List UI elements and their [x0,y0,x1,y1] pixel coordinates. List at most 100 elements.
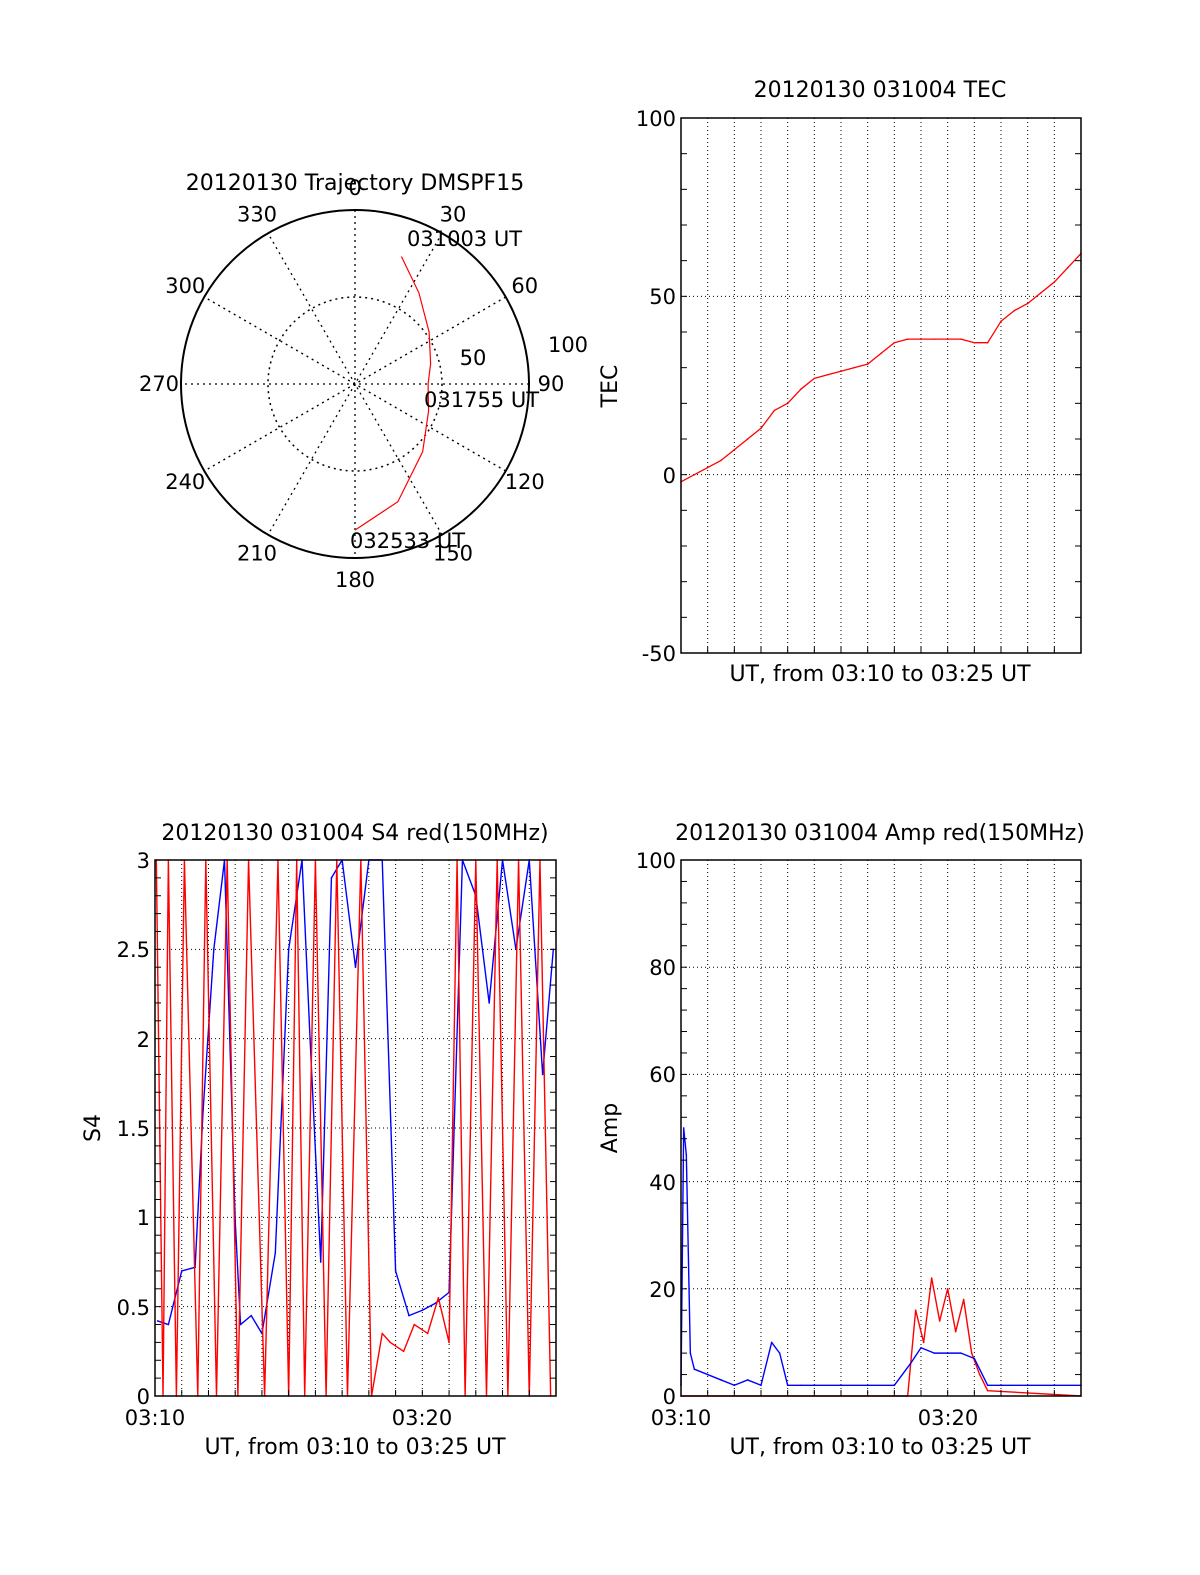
azimuth-label-180: 180 [335,568,375,592]
amp-ticks [681,859,1081,1397]
amp-point-1-13 [800,1384,802,1387]
tec-xlabel: UT, from 03:10 to 03:25 UT [729,662,1031,687]
azimuth-label-60: 60 [511,274,538,298]
s4-point-0-22 [408,1314,410,1317]
azimuth-label-330: 330 [237,202,277,226]
amp-point-1-4 [693,1368,696,1370]
s4-ytick-0: 0 [137,1385,150,1409]
s4-title: 20120130 031004 S4 red(150MHz) [161,821,548,846]
amp-point-1-23 [973,1357,976,1360]
tec-ytick-neg50: -50 [642,642,676,666]
s4-point-0-2 [180,1270,183,1272]
s4-xtick-0310: 03:10 [125,1406,186,1430]
tec-ylabel: TEC [598,365,623,409]
s4-grid [155,860,556,1396]
tec-ytick-100: 100 [636,107,676,131]
amp-ytick-100: 100 [636,849,676,873]
amp-point-0-9 [970,1352,973,1354]
tec-ytick-0: 0 [663,464,676,488]
polar-spokes [181,210,529,558]
tec-point-0-18 [920,338,922,340]
amp-point-1-7 [733,1384,736,1387]
amp-point-1-19 [920,1346,922,1349]
tec-ytick-50: 50 [649,285,676,309]
amp-point-1-18 [909,1363,912,1365]
amp-point-1-22 [960,1352,962,1354]
s4-point-1-28 [448,1341,450,1344]
amp-point-1-21 [946,1352,949,1354]
amp-point-1-24 [986,1384,989,1387]
amp-xtick-0320: 03:20 [918,1406,979,1430]
amp-panel: 20120130 031004 Amp red(150MHz) 100 80 6… [598,821,1085,1460]
amp-point-1-8 [746,1379,749,1381]
azimuth-label-240: 240 [165,470,205,494]
polar-grid [180,209,530,559]
tec-point-0-25 [1013,309,1016,312]
tec-point-0-13 [853,366,856,369]
amp-point-1-20 [933,1352,936,1354]
tec-panel: 20120130 031004 TEC 100 50 0 -50 TEC UT,… [598,78,1082,687]
s4-point-1-22 [381,1332,384,1335]
amp-ytick-60: 60 [649,1063,676,1087]
trajectory-title: 20120130 Trajectory DMSPF15 [186,171,524,196]
amp-point-1-3 [689,1352,692,1354]
tec-point-0-10 [813,377,816,380]
s4-point-1-26 [426,1332,429,1335]
tec-point-0-6 [760,427,762,430]
s4-point-1-23 [389,1341,392,1344]
trajectory-panel: 20120130 Trajectory DMSPF15 0 30 60 90 120 15… [139,171,588,592]
tec-point-0-14 [866,363,869,365]
s4-point-0-15 [319,1261,322,1263]
amp-point-0-7 [954,1330,957,1333]
ring-label-100: 100 [548,333,588,357]
s4-point-1-24 [402,1350,405,1353]
tec-point-0-3 [720,459,722,462]
amp-point-1-2 [685,1154,688,1156]
polar-azimuth-labels: 0 30 60 90 120 150 180 210 240 270 300 330 [139,176,564,592]
s4-ytick-2.5: 2.5 [117,938,150,962]
tec-series [680,252,1082,483]
tec-plot-frame [680,117,1082,654]
azimuth-label-150: 150 [433,542,473,566]
amp-point-0-4 [930,1277,933,1279]
s4-point-0-23 [421,1309,424,1312]
point-label-end: 032533 UT [350,529,465,553]
amp-point-1-25 [1000,1384,1002,1387]
amp-point-0-2 [914,1309,917,1312]
polar-inner-ring [267,296,443,472]
amp-point-1-10 [770,1341,773,1344]
amp-ytick-80: 80 [649,956,676,980]
s4-point-0-16 [330,877,333,879]
amp-ytick-0: 0 [663,1385,676,1409]
s4-point-0-5 [213,948,215,951]
s4-point-0-12 [287,948,290,951]
amp-point-1-26 [1026,1384,1029,1387]
tec-point-0-2 [706,466,709,469]
tec-point-0-26 [1026,302,1029,305]
amp-point-1-11 [778,1352,781,1354]
tec-point-0-17 [906,338,909,340]
tec-point-0-21 [960,338,962,340]
amp-point-0-8 [962,1298,965,1301]
amp-ytick-20: 20 [649,1278,676,1302]
s4-ytick-1: 1 [137,1206,150,1230]
amp-point-1-17 [893,1384,896,1387]
amp-point-1-5 [706,1373,709,1376]
amp-ylabel: Amp [598,1103,623,1153]
point-label-mid: 031755 UT [424,388,539,412]
s4-ytick-0.5: 0.5 [117,1296,150,1320]
amp-plot-frame [680,859,1082,1397]
tec-point-0-24 [1000,320,1002,323]
tec-title: 20120130 031004 TEC [754,78,1007,103]
ring-label-50: 50 [460,346,487,370]
tec-point-0-11 [826,374,829,376]
amp-point-1-9 [760,1384,762,1387]
s4-ticks [155,859,556,1397]
s4-point-1-27 [437,1296,440,1299]
amp-point-1-27 [1053,1384,1056,1387]
tec-point-0-28 [1053,281,1056,283]
amp-series [680,1127,1082,1397]
tec-ticks [681,117,1081,654]
s4-point-1-25 [413,1323,416,1326]
